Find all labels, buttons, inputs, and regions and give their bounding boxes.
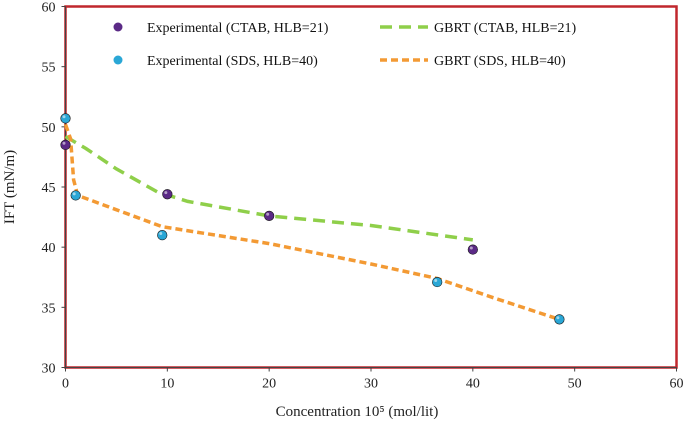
x-tick-label: 10 (160, 377, 174, 392)
y-tick-label: 55 (42, 61, 56, 76)
legend-label-gbrt-sds: GBRT (SDS, HLB=40) (434, 54, 566, 69)
x-tick-label: 0 (62, 377, 69, 392)
x-tick-label: 20 (262, 377, 276, 392)
data-point-highlight (62, 141, 66, 145)
legend-label-gbrt-ctab: GBRT (CTAB, HLB=21) (434, 21, 577, 36)
y-tick-label: 40 (42, 241, 56, 256)
legend-label-exp-ctab: Experimental (CTAB, HLB=21) (147, 21, 329, 36)
legend-marker-ctab (113, 22, 123, 32)
x-tick-label: 30 (364, 377, 378, 392)
y-axis-ticks: 30 35 40 45 50 55 60 (42, 1, 66, 377)
data-point-1-4 (554, 314, 565, 325)
legend-marker-sds (113, 55, 123, 65)
data-point-highlight (434, 278, 438, 282)
series-lines (63, 123, 560, 322)
series-line-2 (64, 134, 474, 242)
y-axis-label: IFT (mN/m) (2, 150, 18, 224)
data-point-0-1 (162, 189, 173, 200)
series-points (60, 113, 565, 325)
y-tick-label: 60 (42, 1, 56, 16)
data-point-highlight (469, 246, 473, 250)
y-tick-label: 50 (42, 121, 56, 136)
data-point-highlight (556, 316, 560, 320)
data-point-1-3 (432, 276, 443, 288)
data-point-highlight (62, 115, 66, 119)
x-tick-label: 50 (568, 377, 582, 392)
series-line-3 (63, 123, 560, 322)
data-point-1-0 (60, 113, 71, 124)
y-tick-label: 30 (42, 362, 56, 377)
data-point-1-2 (157, 230, 168, 241)
x-tick-label: 60 (670, 377, 684, 392)
data-point-0-3 (467, 244, 478, 255)
data-point-highlight (266, 212, 270, 216)
legend-label-exp-sds: Experimental (SDS, HLB=40) (147, 54, 318, 69)
data-point-0-0 (60, 139, 71, 150)
y-tick-label: 45 (42, 181, 56, 196)
data-point-1-1 (70, 190, 81, 201)
plot-area-border (64, 5, 678, 369)
data-point-highlight (159, 232, 163, 236)
x-axis-ticks: 0 10 20 30 40 50 60 (62, 367, 684, 392)
data-point-0-2 (264, 210, 275, 221)
legend: Experimental (CTAB, HLB=21) Experimental… (113, 21, 577, 69)
y-tick-label: 35 (42, 301, 56, 316)
x-axis-label: Concentration 10⁵ (mol/lit) (276, 404, 439, 420)
data-point-highlight (164, 191, 168, 195)
x-tick-label: 40 (466, 377, 480, 392)
data-point-highlight (72, 192, 76, 196)
